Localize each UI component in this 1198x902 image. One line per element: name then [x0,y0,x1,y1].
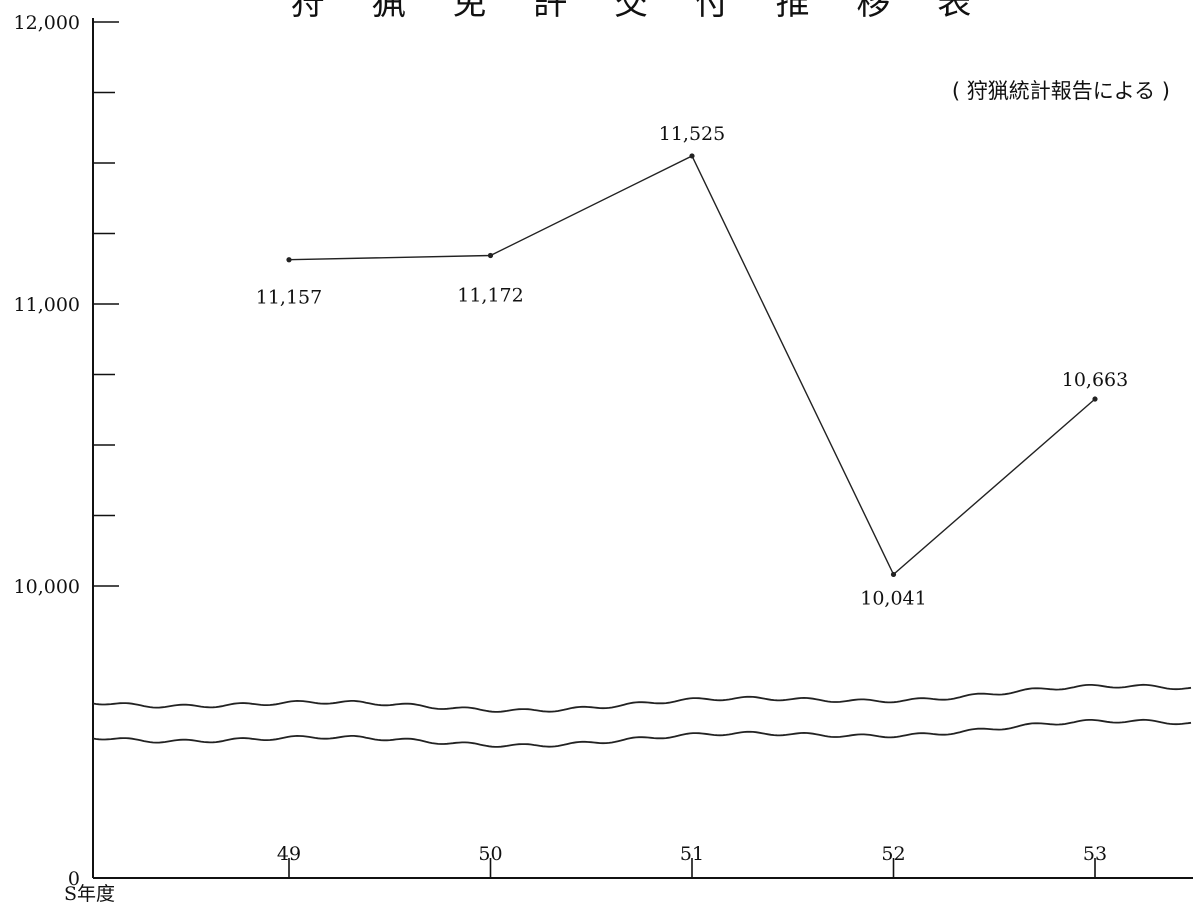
axis-break-upper-line [92,683,1192,713]
y-tick-label: 10,000 [14,576,80,598]
data-label: 11,172 [457,284,523,306]
x-tick-label: 53 [1083,843,1107,865]
data-point [286,257,292,263]
chart-marks: 11,157 11,172 11,525 10,041 10,663 [256,123,1128,609]
data-label: 10,041 [860,587,926,609]
data-label: 11,525 [659,123,725,145]
axes: 0 10,000 11,000 12,000 49 50 51 52 53 [14,12,1193,890]
x-tick-label: 50 [478,843,502,865]
source-note: ( 狩猟統計報告による ) [952,79,1170,103]
x-tick-label: 51 [680,843,704,865]
chart-title: 狩 猟 免 許 交 付 推 移 表 [291,0,989,23]
y-tick-label: 11,000 [14,294,80,316]
series-line [288,155,1096,576]
data-label: 11,157 [256,287,322,309]
x-tick-label: 49 [277,843,301,865]
data-point [1092,396,1098,402]
y-tick-label: 12,000 [14,12,80,34]
data-point [890,571,897,578]
x-tick-label: 52 [881,843,905,865]
x-axis-label: S年度 [64,883,115,902]
data-point [689,153,695,159]
axis-break-lower-line [92,718,1192,748]
data-point [487,252,494,259]
data-label: 10,663 [1062,369,1128,391]
y-tick-label: 0 [68,868,80,890]
